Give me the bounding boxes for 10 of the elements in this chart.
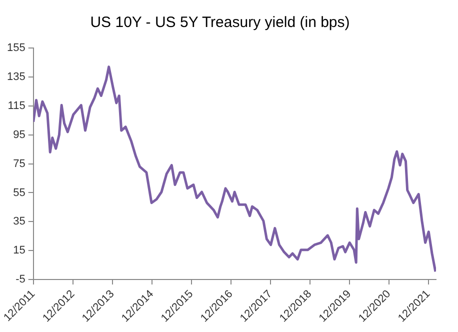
y-tick-label: 75 [13,158,26,170]
y-tick-label: 15 [13,244,26,257]
y-tick-label: 35 [13,216,26,228]
y-tick-label: 95 [13,128,26,141]
chart-title: US 10Y - US 5Y Treasury yield (in bps) [90,14,350,32]
y-tick-label: 115 [8,100,26,112]
y-tick-label: -5 [16,274,26,286]
y-tick-label: 55 [13,186,26,199]
y-tick-label: 135 [6,70,26,83]
y-tick-label: 155 [6,42,26,54]
